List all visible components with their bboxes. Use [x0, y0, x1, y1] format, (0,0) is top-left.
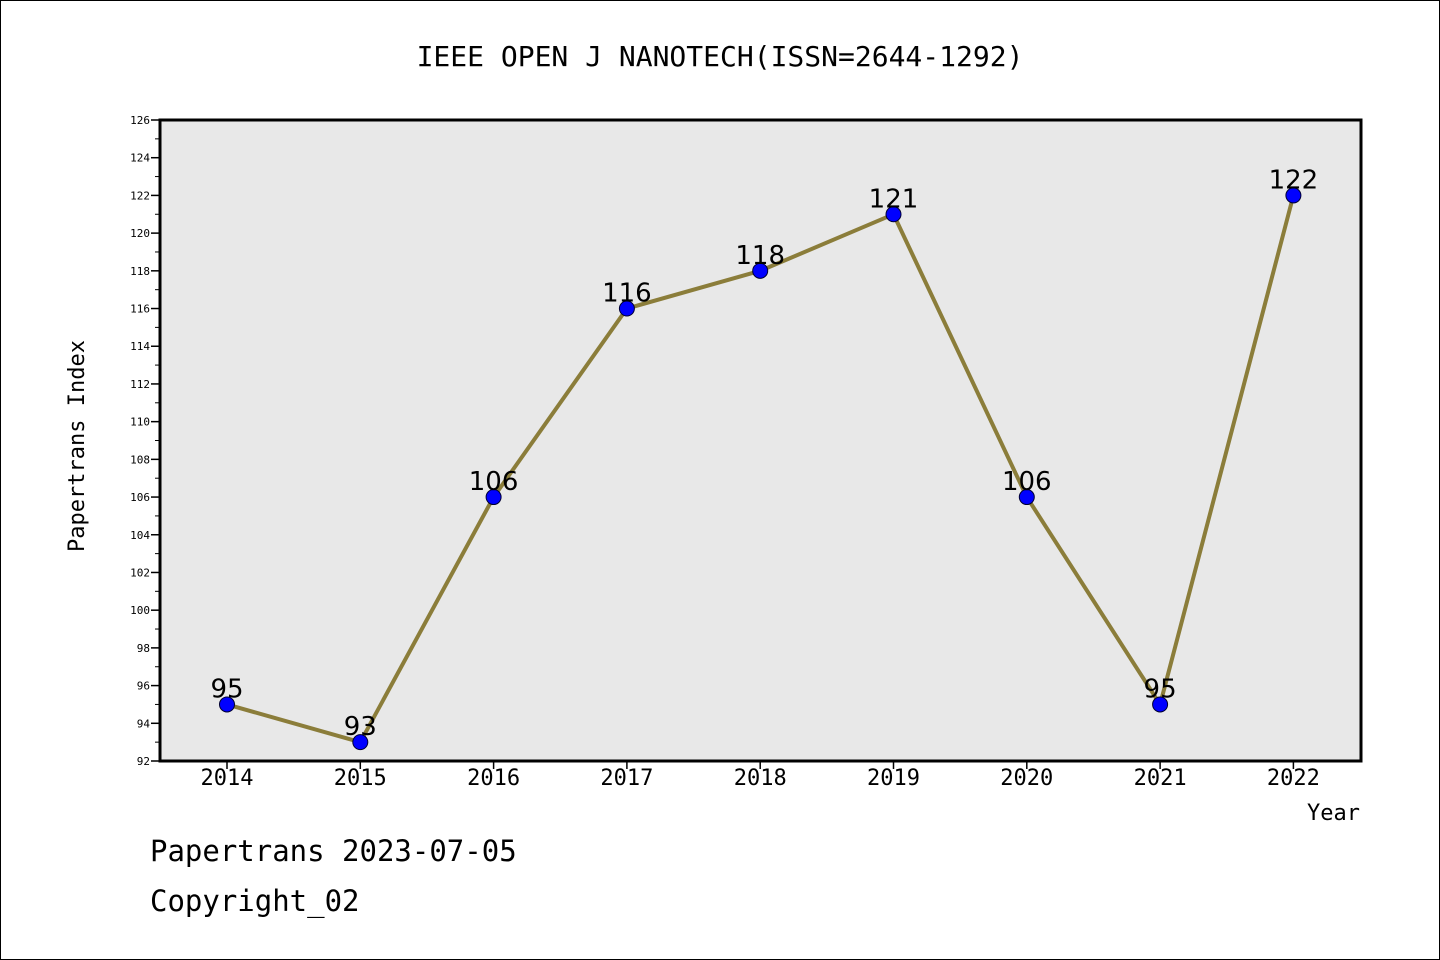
data-point — [885, 206, 902, 223]
x-tick-label: 2019 — [867, 766, 920, 791]
x-axis-label: Year — [1307, 801, 1360, 826]
y-tick-label: 104 — [130, 529, 150, 542]
y-tick-label: 112 — [130, 378, 150, 391]
x-tick-label: 2015 — [334, 766, 387, 791]
y-tick-label: 92 — [137, 755, 150, 768]
x-tick-label: 2018 — [734, 766, 787, 791]
data-point — [219, 696, 235, 713]
x-tick-label: 2020 — [1000, 766, 1053, 791]
data-point — [1285, 187, 1302, 204]
data-label: 95 — [210, 674, 243, 704]
data-point — [618, 300, 635, 317]
footer-copyright: Copyright_02 — [150, 884, 360, 918]
data-label: 106 — [1002, 467, 1052, 497]
y-tick-label: 98 — [137, 642, 150, 655]
plot-area — [160, 120, 1361, 761]
y-tick-label: 110 — [130, 416, 150, 429]
data-label: 106 — [469, 467, 519, 497]
data-label: 95 — [1144, 674, 1177, 704]
y-tick-label: 114 — [130, 340, 150, 353]
data-label: 121 — [869, 184, 919, 214]
x-tick-label: 2021 — [1134, 766, 1187, 791]
y-tick-label: 102 — [130, 566, 150, 579]
y-tick-label: 100 — [130, 604, 150, 617]
y-tick-label: 116 — [130, 303, 150, 316]
y-tick-label: 118 — [130, 265, 150, 278]
y-axis: 92 94 96 98 100 102 104 106 108 110 112 114 116 118 12… — [130, 114, 160, 768]
y-tick-label: 126 — [130, 114, 150, 127]
x-tick-label: 2016 — [467, 766, 520, 791]
plot-border — [158, 118, 1363, 763]
y-tick-label: 106 — [130, 491, 150, 504]
y-tick-label: 94 — [137, 717, 151, 730]
y-tick-label: 96 — [137, 680, 150, 693]
data-point — [752, 262, 769, 279]
x-tick-label: 2022 — [1267, 766, 1320, 791]
data-point — [352, 734, 369, 751]
data-point — [485, 489, 502, 506]
data-point — [1152, 696, 1169, 713]
y-tick-label: 120 — [130, 227, 150, 240]
y-tick-label: 124 — [130, 152, 150, 165]
y-tick-label: 122 — [130, 189, 150, 202]
data-labels: 95 93 106 116 118 121 106 95 122 — [210, 165, 1318, 742]
data-label: 93 — [344, 712, 377, 742]
data-points — [219, 187, 1302, 751]
chart-title: IEEE OPEN J NANOTECH(ISSN=2644-1292) — [417, 40, 1024, 73]
x-axis: 2014 2015 2016 2017 2018 2019 2020 2021 2022 — [201, 761, 1320, 791]
data-label: 118 — [735, 241, 785, 271]
footer-date: Papertrans 2023-07-05 — [150, 834, 517, 868]
data-label: 122 — [1269, 165, 1319, 195]
y-tick-label: 108 — [130, 453, 150, 466]
x-tick-label: 2017 — [600, 766, 653, 791]
data-label: 116 — [602, 279, 652, 309]
y-axis-label: Papertrans Index — [65, 340, 90, 552]
x-tick-label: 2014 — [201, 766, 254, 791]
data-point — [1018, 489, 1035, 506]
